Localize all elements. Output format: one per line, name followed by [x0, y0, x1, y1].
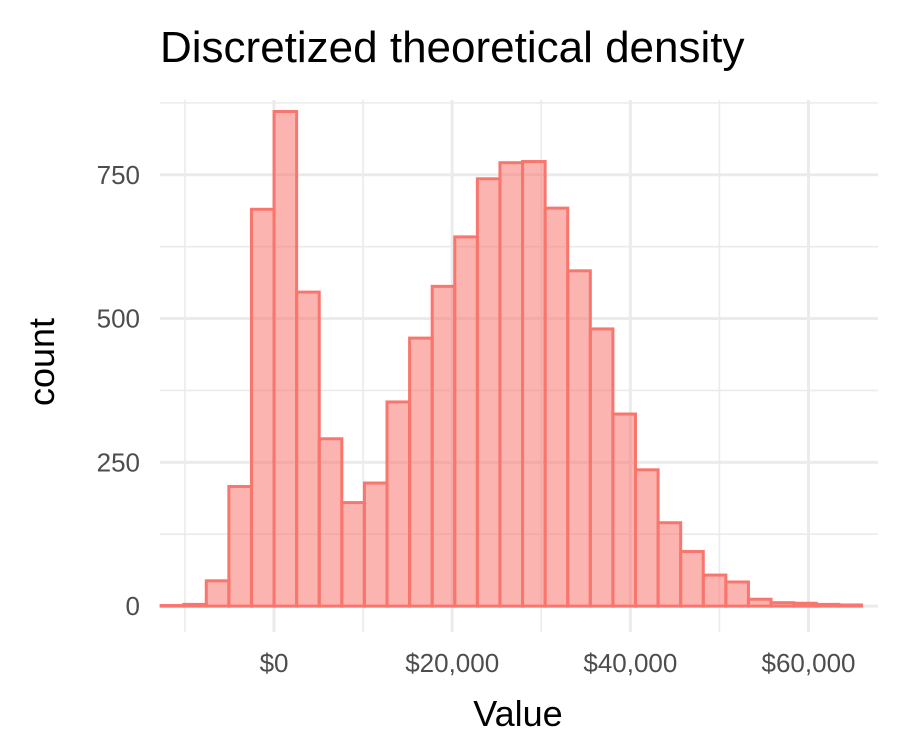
x-axis-title: Value [473, 693, 562, 734]
histogram-bar [249, 207, 276, 608]
histogram-bar [362, 481, 389, 608]
histogram-bar [159, 604, 186, 608]
x-tick-label: $40,000 [583, 648, 677, 678]
x-tick-label: $20,000 [405, 648, 499, 678]
histogram-bar [227, 484, 253, 608]
histogram-bar [498, 161, 525, 608]
histogram-bar [634, 468, 660, 608]
histogram-bar [792, 601, 818, 608]
histogram-bar [340, 501, 366, 608]
y-tick-label: 750 [97, 160, 140, 190]
histogram-bar [566, 269, 592, 608]
histogram-bar [724, 580, 750, 608]
y-axis-title: count [21, 318, 62, 406]
histogram-bar [814, 602, 841, 608]
histogram-bar [430, 284, 457, 608]
histogram-bar [769, 601, 796, 608]
histogram-bar [746, 597, 773, 608]
histogram-bar [385, 400, 412, 608]
x-axis-ticks: $0 $20,000 $40,000 $60,000 [260, 648, 856, 678]
histogram-bar [408, 336, 434, 608]
y-tick-label: 500 [97, 304, 140, 334]
histogram-bar [295, 290, 321, 608]
histogram-bar [543, 206, 570, 608]
chart-title: Discretized theoretical density [160, 23, 744, 72]
histogram-bar [611, 412, 638, 608]
histogram-bar [701, 573, 728, 608]
histogram-bar [272, 110, 299, 608]
x-tick-label: $0 [260, 648, 289, 678]
histogram-bars [159, 110, 863, 608]
y-tick-label: 250 [97, 447, 140, 477]
y-axis-ticks: 0 250 500 750 [97, 160, 140, 621]
histogram-bar [182, 602, 208, 608]
y-tick-label: 0 [126, 591, 140, 621]
x-tick-label: $60,000 [762, 648, 856, 678]
histogram-bar [656, 521, 683, 608]
histogram-bar [204, 579, 231, 608]
histogram-bar [837, 603, 863, 608]
histogram-bar [453, 235, 479, 608]
histogram-bar [679, 549, 705, 608]
histogram-bar [317, 437, 344, 608]
histogram-bar [521, 160, 547, 608]
histogram-bar [588, 327, 615, 608]
histogram-bar [475, 177, 502, 608]
